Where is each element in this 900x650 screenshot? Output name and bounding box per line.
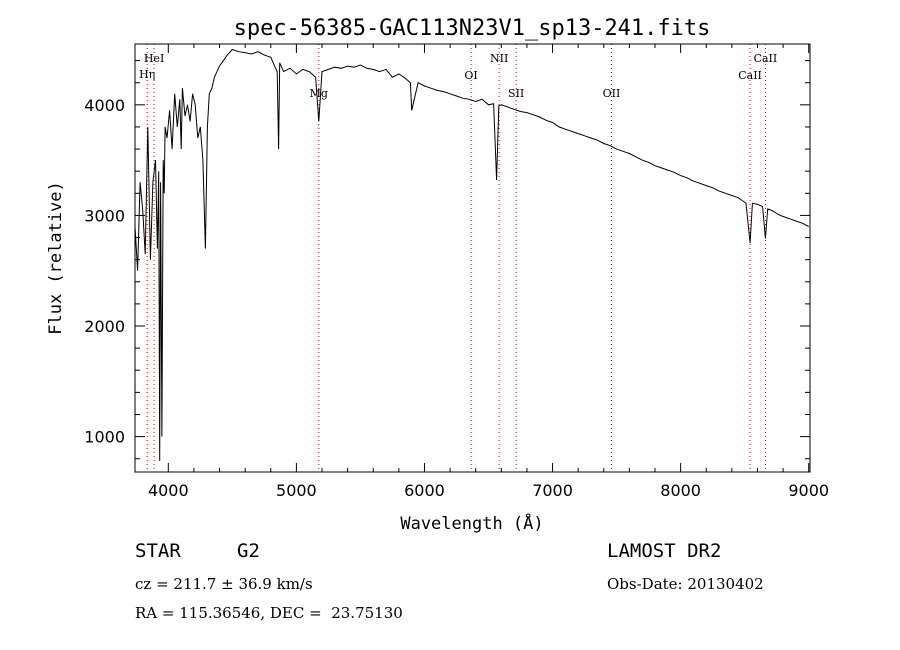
x-tick-label: 9000 [788,481,829,500]
y-tick-label: 2000 [84,317,125,336]
marker-label: Hη [139,68,155,81]
x-tick-label: 5000 [276,481,317,500]
marker-label: OII [603,87,621,100]
spectrum-line [134,48,809,461]
redshift-value: cz = 211.7 ± 36.9 km/s [135,575,313,593]
x-tick-label: 6000 [404,481,445,500]
marker-label: SII [508,87,524,100]
coordinates: RA = 115.36546, DEC = 23.75130 [135,604,403,622]
y-tick-label: 1000 [84,428,125,447]
survey-name: LAMOST DR2 [607,540,722,562]
obs-date: Obs-Date: 20130402 [607,575,764,593]
marker-label: CaII [738,69,762,82]
plot-frame [134,43,811,473]
x-tick-label: 4000 [148,481,189,500]
y-tick-label: 4000 [84,96,125,115]
marker-label: NII [490,52,508,65]
marker-label: OI [464,69,477,82]
marker-label: HeI [144,52,164,65]
chart-title: spec-56385-GAC113N23V1_sp13-241.fits [234,16,711,41]
x-tick-label: 7000 [532,481,573,500]
y-axis-label: Flux (relative) [46,181,66,335]
axis-ticks: 4000 5000 6000 7000 8000 9000 1000 2000 3000 4000 [84,44,829,500]
marker-label: Mg [310,87,328,100]
y-tick-label: 3000 [84,206,125,225]
x-tick-label: 8000 [660,481,701,500]
emission-line-markers: Hη HeI Mg OI NII SII OII CaII CaII [139,44,777,472]
object-subclass: G2 [237,540,260,562]
marker-label: CaII [754,52,778,65]
x-axis-label: Wavelength (Å) [400,512,543,534]
object-class: STAR [135,540,181,562]
